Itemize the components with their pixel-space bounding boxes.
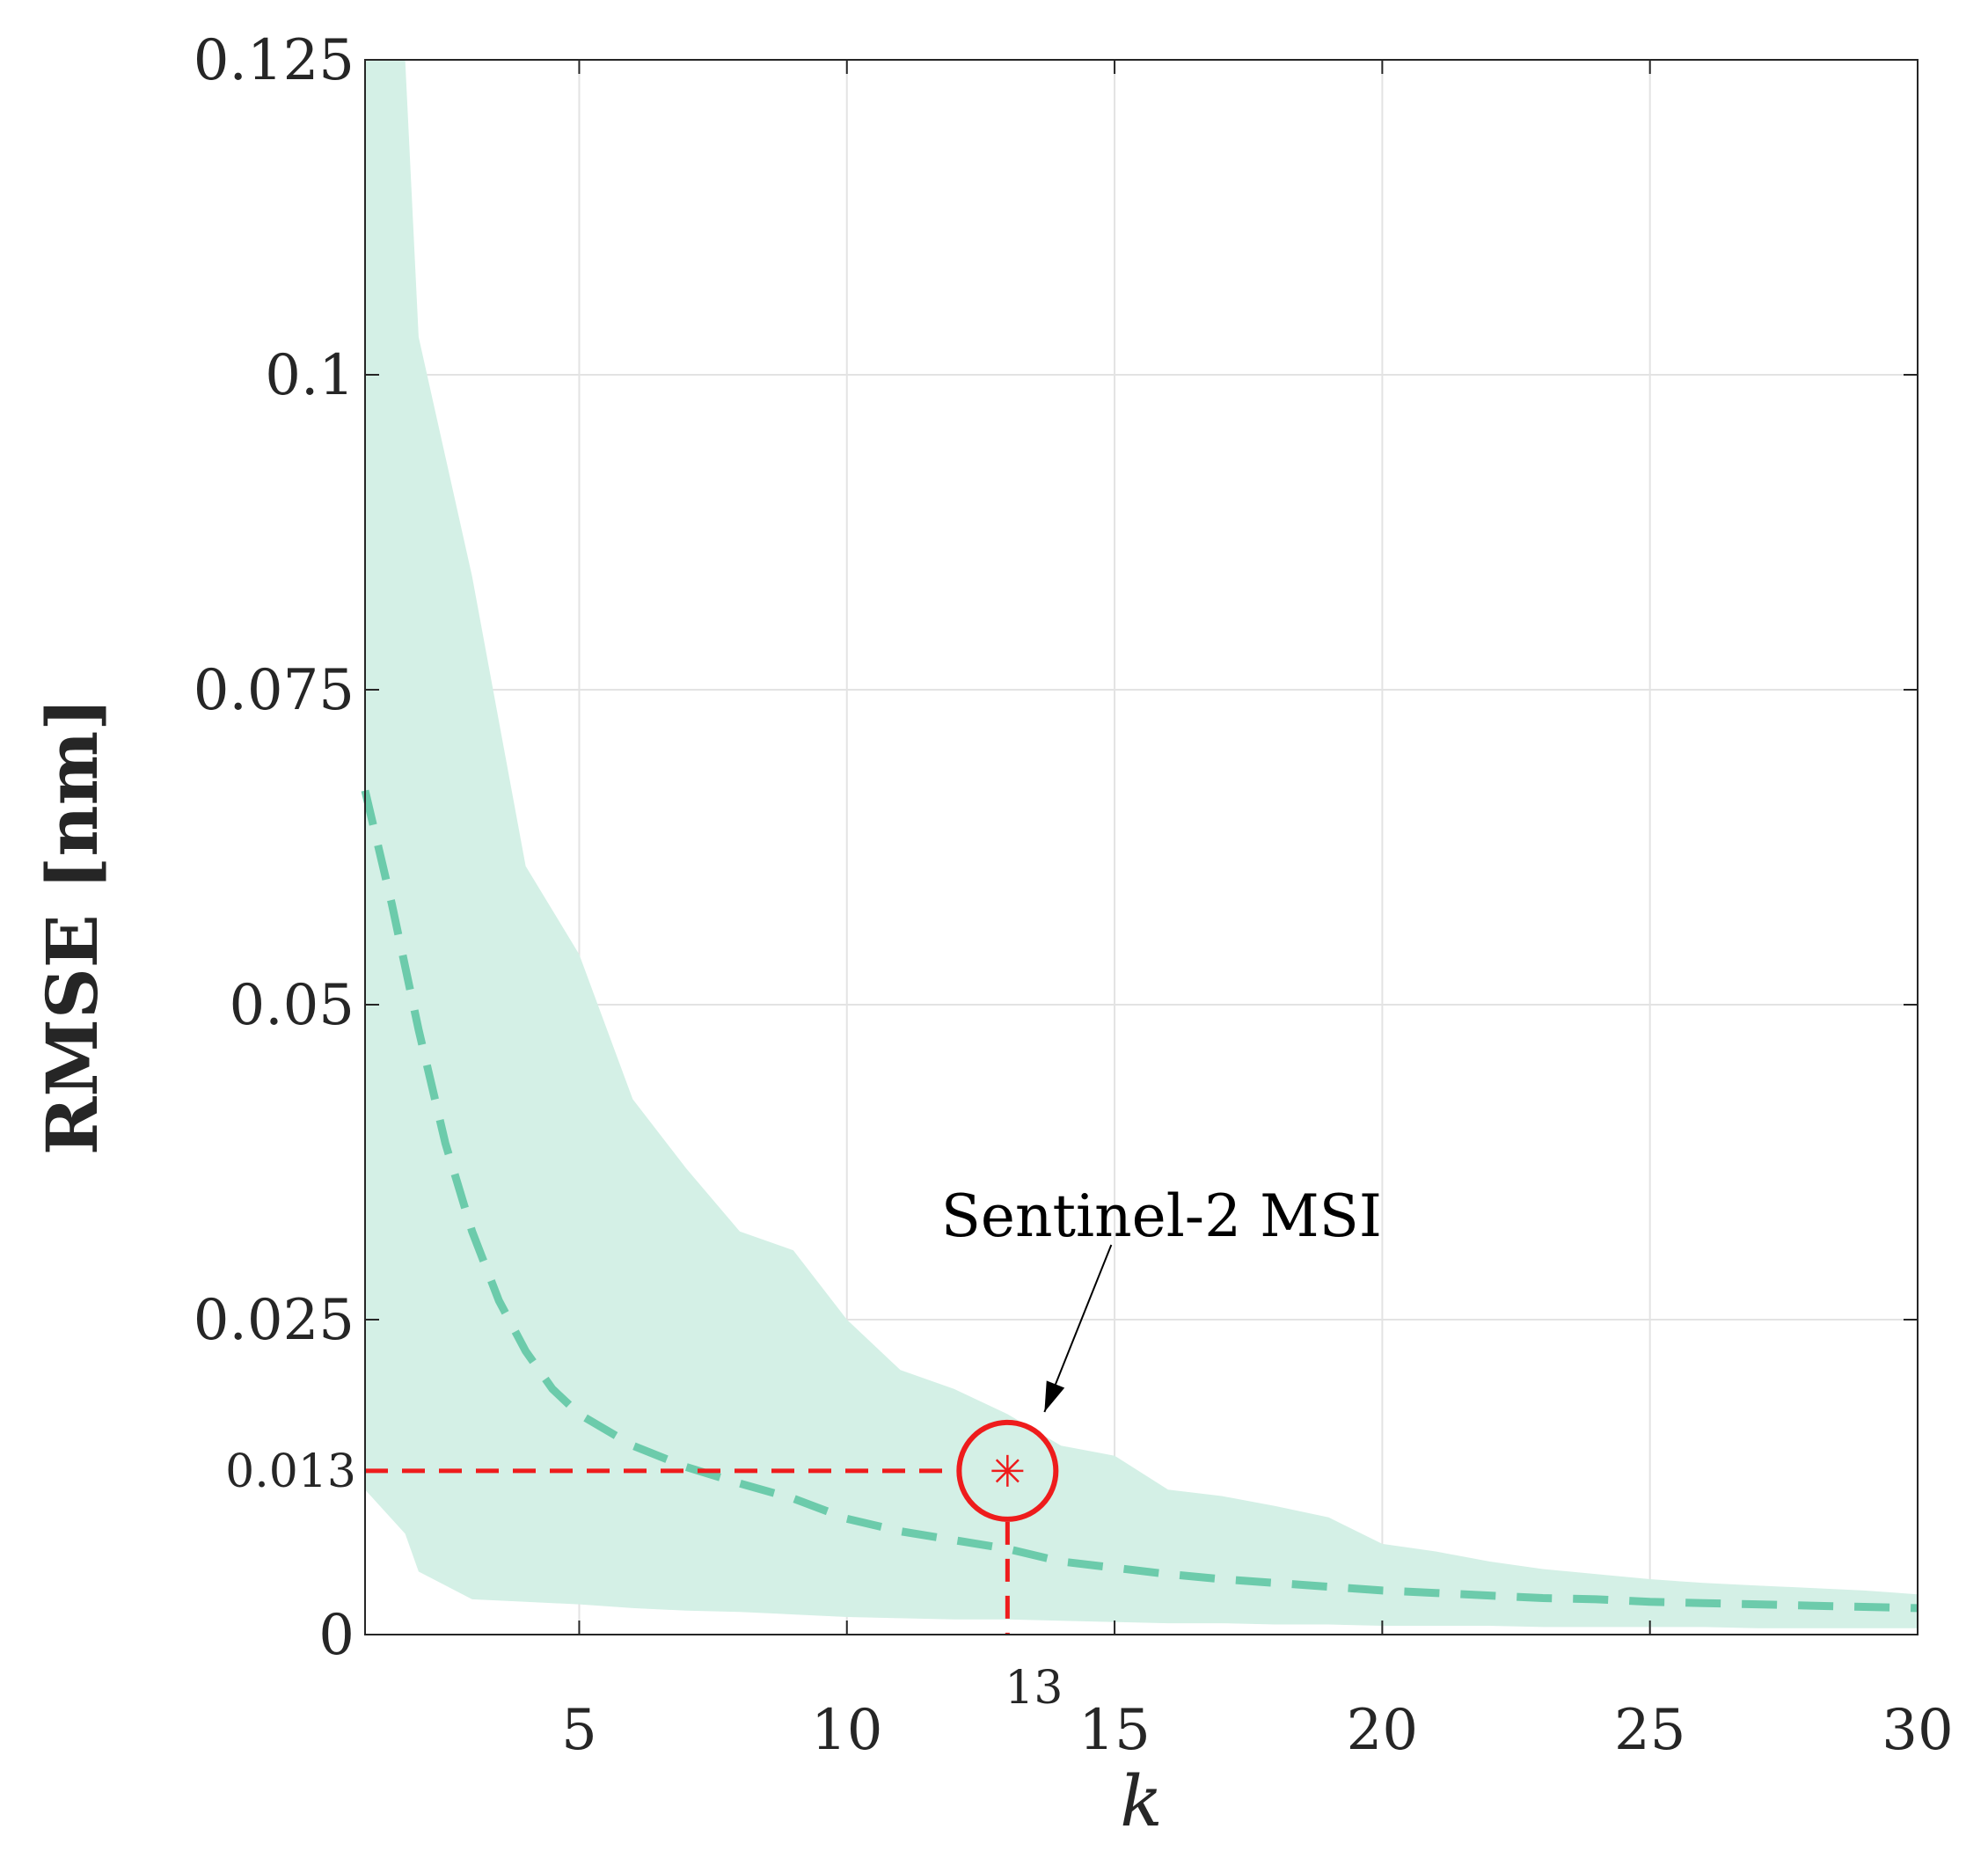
x-tick-label: 20 [1347, 1698, 1418, 1763]
axes [364, 59, 1919, 1635]
x-tick-label: 15 [1078, 1698, 1150, 1763]
annotation-arrowhead [1044, 1380, 1065, 1412]
highlight-x-value-label: 13 [1005, 1662, 1063, 1715]
x-tick-label: 25 [1614, 1698, 1685, 1763]
y-axis-title: RMSE [nm] [31, 698, 113, 1155]
annotation-text: Sentinel-2 MSI [941, 1182, 1382, 1250]
x-tick-label: 10 [811, 1698, 882, 1763]
x-axis-title: k [1120, 1760, 1162, 1842]
highlight-circle [956, 1419, 1059, 1522]
y-tick-label: 0 [318, 1603, 354, 1668]
plot-frame [364, 59, 1919, 1635]
x-tick-label: 30 [1882, 1698, 1953, 1763]
mean-rmse-line [361, 789, 1919, 1613]
y-tick-label: 0.1 [265, 343, 354, 408]
y-tick-label: 0.075 [194, 658, 354, 723]
tick-labels: 5 10 15 20 25 30 0 0.025 0.05 0.075 0.1 0.125 [194, 28, 1954, 1763]
y-tick-label: 0.025 [194, 1288, 354, 1353]
highlight-annotation: 0.013 13 Sentinel-2 MSI [225, 1182, 1382, 1715]
star-stroke [995, 1459, 1020, 1483]
annotation-arrow [1043, 1244, 1113, 1413]
highlight-star-marker [991, 1454, 1024, 1487]
x-tick-label: 5 [561, 1698, 597, 1763]
y-tick-label: 0.125 [194, 28, 354, 93]
highlight-y-value-label: 0.013 [225, 1445, 356, 1498]
y-tick-label: 0.05 [230, 973, 355, 1038]
